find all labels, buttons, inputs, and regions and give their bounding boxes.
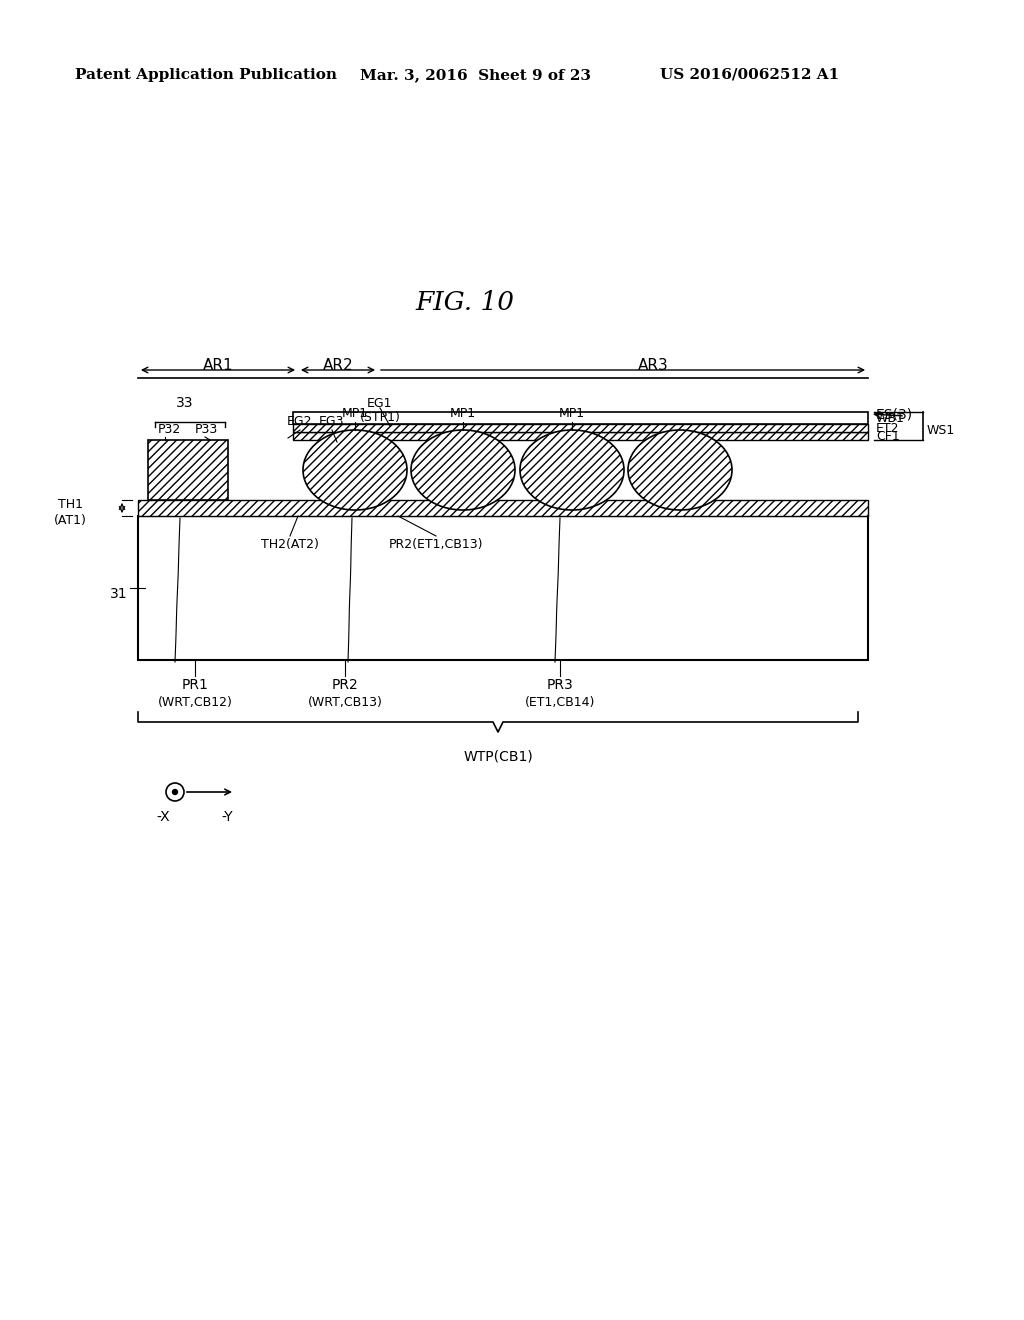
Text: CF1: CF1 xyxy=(876,430,900,444)
Bar xyxy=(148,440,228,500)
Ellipse shape xyxy=(411,430,515,510)
Text: AR1: AR1 xyxy=(203,358,233,374)
Text: PR2: PR2 xyxy=(332,678,358,692)
Text: EG1: EG1 xyxy=(368,397,393,411)
Ellipse shape xyxy=(520,430,624,510)
Text: (WRT,CB13): (WRT,CB13) xyxy=(307,696,382,709)
Text: (AT1): (AT1) xyxy=(53,513,86,527)
Text: US 2016/0062512 A1: US 2016/0062512 A1 xyxy=(660,69,840,82)
Text: AR2: AR2 xyxy=(323,358,353,374)
Text: PR3: PR3 xyxy=(547,678,573,692)
Text: WS1: WS1 xyxy=(927,424,955,437)
Circle shape xyxy=(172,789,177,795)
Text: EG2: EG2 xyxy=(288,414,312,428)
Text: EG3: EG3 xyxy=(319,414,345,428)
Text: PR1: PR1 xyxy=(181,678,209,692)
Text: ES(3): ES(3) xyxy=(876,408,913,422)
Text: (WRT,CB12): (WRT,CB12) xyxy=(158,696,232,709)
Text: MP1: MP1 xyxy=(342,407,368,420)
Text: 31: 31 xyxy=(111,587,128,601)
Bar xyxy=(293,432,868,440)
Bar xyxy=(293,412,868,424)
Text: (ET1,CB14): (ET1,CB14) xyxy=(525,696,595,709)
Bar xyxy=(138,516,868,660)
Text: P33: P33 xyxy=(195,422,218,436)
Ellipse shape xyxy=(628,430,732,510)
Text: MP1: MP1 xyxy=(450,407,476,420)
Text: P32: P32 xyxy=(158,422,181,436)
Text: AR3: AR3 xyxy=(638,358,669,374)
Ellipse shape xyxy=(303,430,407,510)
Text: MP1: MP1 xyxy=(559,407,585,420)
Text: WB1: WB1 xyxy=(876,412,905,425)
Text: 33: 33 xyxy=(176,396,194,411)
Text: Mar. 3, 2016  Sheet 9 of 23: Mar. 3, 2016 Sheet 9 of 23 xyxy=(360,69,591,82)
Text: FIG. 10: FIG. 10 xyxy=(415,290,514,315)
Text: -X: -X xyxy=(157,810,170,824)
Text: -Y: -Y xyxy=(221,810,232,824)
Bar xyxy=(148,440,228,500)
Text: (STP1): (STP1) xyxy=(359,411,400,424)
Bar xyxy=(293,424,868,432)
Text: TH1: TH1 xyxy=(57,498,83,511)
Text: PR2(ET1,CB13): PR2(ET1,CB13) xyxy=(389,539,483,550)
Bar xyxy=(138,500,868,516)
Text: Patent Application Publication: Patent Application Publication xyxy=(75,69,337,82)
Text: TH2(AT2): TH2(AT2) xyxy=(261,539,318,550)
Text: WTP(CB1): WTP(CB1) xyxy=(463,750,532,764)
Text: ET2: ET2 xyxy=(876,422,899,436)
